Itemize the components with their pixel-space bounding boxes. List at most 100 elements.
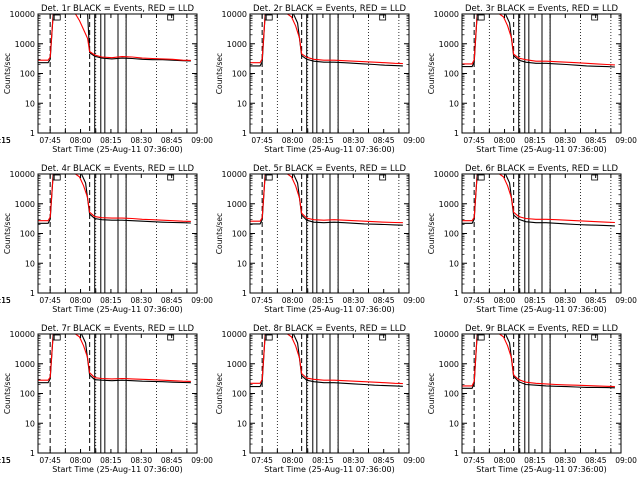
x-tick-label: 07:45 (463, 296, 485, 305)
y-tick-label: 10 (25, 259, 35, 268)
x-tick-label: 07:45 (251, 136, 273, 145)
y-tick-label: 100 (444, 390, 459, 399)
panel-4: 1 10 100 1000 10000 07:45 08:00 08:15 08:30 08:45… (0, 164, 213, 314)
top-square-marker (265, 334, 273, 341)
x-tick-label: 08:45 (373, 456, 395, 465)
x-tick-label: 08:30 (130, 456, 152, 465)
top-square-marker (477, 174, 485, 181)
x-tick-label: 08:45 (161, 296, 183, 305)
y-tick-label: 10 (25, 419, 35, 428)
x-tick-label: 07:45 (251, 296, 273, 305)
y-tick-label: 1 (242, 449, 247, 458)
x-tick-label: 07:45 (463, 136, 485, 145)
series-events (250, 174, 403, 226)
x-tick-label: 08:15 (524, 136, 546, 145)
x-tick-label: 08:00 (494, 296, 516, 305)
series-events (250, 334, 403, 388)
y-axis-label: Counts/sec (427, 213, 436, 254)
x-tick-label: 08:15 (100, 296, 122, 305)
y-tick-label: 10000 (434, 330, 459, 339)
x-tick-label: 09:00 (615, 296, 637, 305)
y-tick-label: 10000 (222, 10, 247, 19)
x-tick-label: 09:00 (403, 456, 425, 465)
series-events (462, 174, 615, 227)
y-tick-label: 10 (449, 259, 459, 268)
y-tick-label: 10000 (10, 330, 35, 339)
x-axis-label: Start Time (25-Aug-11 07:36:00) (52, 305, 183, 314)
x-tick-label: 08:15 (312, 456, 334, 465)
y-tick-label: 10 (237, 99, 247, 108)
x-tick-label: 08:15 (524, 296, 546, 305)
top-square-marker (591, 14, 599, 21)
x-tick-label: 08:45 (161, 136, 183, 145)
series-lld (462, 334, 615, 388)
x-tick-label: 08:30 (554, 296, 576, 305)
y-tick-label: 100 (232, 390, 247, 399)
panel-title: Det. 9r BLACK = Events, RED = LLD (465, 324, 619, 334)
y-tick-label: 1000 (227, 360, 247, 369)
y-tick-label: 1000 (439, 40, 459, 49)
x-tick-label: 08:30 (342, 456, 364, 465)
x-tick-label: 08:45 (585, 136, 607, 145)
y-tick-label: 10 (25, 99, 35, 108)
top-square-marker (53, 174, 61, 181)
x-axis-label: Start Time (25-Aug-11 07:36:00) (476, 465, 607, 474)
plot-frame (461, 13, 622, 134)
top-square-marker (167, 174, 175, 181)
series-events (250, 14, 403, 67)
x-tick-label: 07:45 (39, 296, 61, 305)
x-tick-label: 08:30 (554, 136, 576, 145)
y-axis-label: Counts/sec (215, 373, 224, 414)
y-tick-label: 10000 (222, 170, 247, 179)
x-tick-label: 08:15 (312, 296, 334, 305)
y-tick-label: 1000 (439, 200, 459, 209)
plot-frame (37, 333, 198, 454)
y-axis-label: Counts/sec (215, 213, 224, 254)
y-axis-label: Counts/sec (3, 373, 12, 414)
x-tick-label: 09:15 (0, 136, 11, 145)
series-lld (38, 14, 191, 61)
series-lld (462, 14, 615, 66)
x-tick-label: 09:15 (0, 296, 11, 305)
x-tick-label: 08:45 (373, 136, 395, 145)
series-lld (250, 14, 403, 65)
y-tick-label: 100 (20, 230, 35, 239)
panel-title: Det. 7r BLACK = Events, RED = LLD (41, 324, 195, 334)
panel-title: Det. 2r BLACK = Events, RED = LLD (253, 4, 407, 14)
top-square-marker (379, 14, 387, 21)
y-tick-label: 1000 (15, 200, 35, 209)
x-tick-label: 07:45 (39, 456, 61, 465)
y-tick-label: 1 (30, 289, 35, 298)
y-tick-label: 1000 (15, 40, 35, 49)
x-axis-label: Start Time (25-Aug-11 07:36:00) (264, 305, 395, 314)
top-square-marker (591, 334, 599, 341)
y-tick-label: 10000 (434, 170, 459, 179)
plot-frame (37, 13, 198, 134)
plot-frame (249, 333, 410, 454)
y-tick-label: 1 (242, 129, 247, 138)
x-tick-label: 09:00 (403, 136, 425, 145)
top-square-marker (379, 334, 387, 341)
x-tick-label: 09:15 (0, 456, 11, 465)
y-tick-label: 10 (237, 259, 247, 268)
panel-title: Det. 4r BLACK = Events, RED = LLD (41, 164, 195, 174)
x-tick-label: 07:45 (251, 456, 273, 465)
x-axis-label: Start Time (25-Aug-11 07:36:00) (52, 145, 183, 154)
x-tick-label: 09:00 (615, 456, 637, 465)
x-tick-label: 09:00 (191, 296, 213, 305)
top-square-marker (477, 14, 485, 21)
x-tick-label: 08:30 (130, 296, 152, 305)
plot-frame (37, 173, 198, 294)
y-tick-label: 1 (242, 289, 247, 298)
y-tick-label: 1 (454, 449, 459, 458)
x-tick-label: 09:15 (0, 456, 11, 465)
x-tick-label: 08:15 (100, 456, 122, 465)
top-square-marker (167, 334, 175, 341)
top-square-marker (53, 334, 61, 341)
x-tick-label: 08:00 (494, 456, 516, 465)
y-axis-label: Counts/sec (427, 53, 436, 94)
top-square-marker (167, 14, 175, 21)
series-lld (250, 174, 403, 224)
series-events (462, 14, 615, 68)
